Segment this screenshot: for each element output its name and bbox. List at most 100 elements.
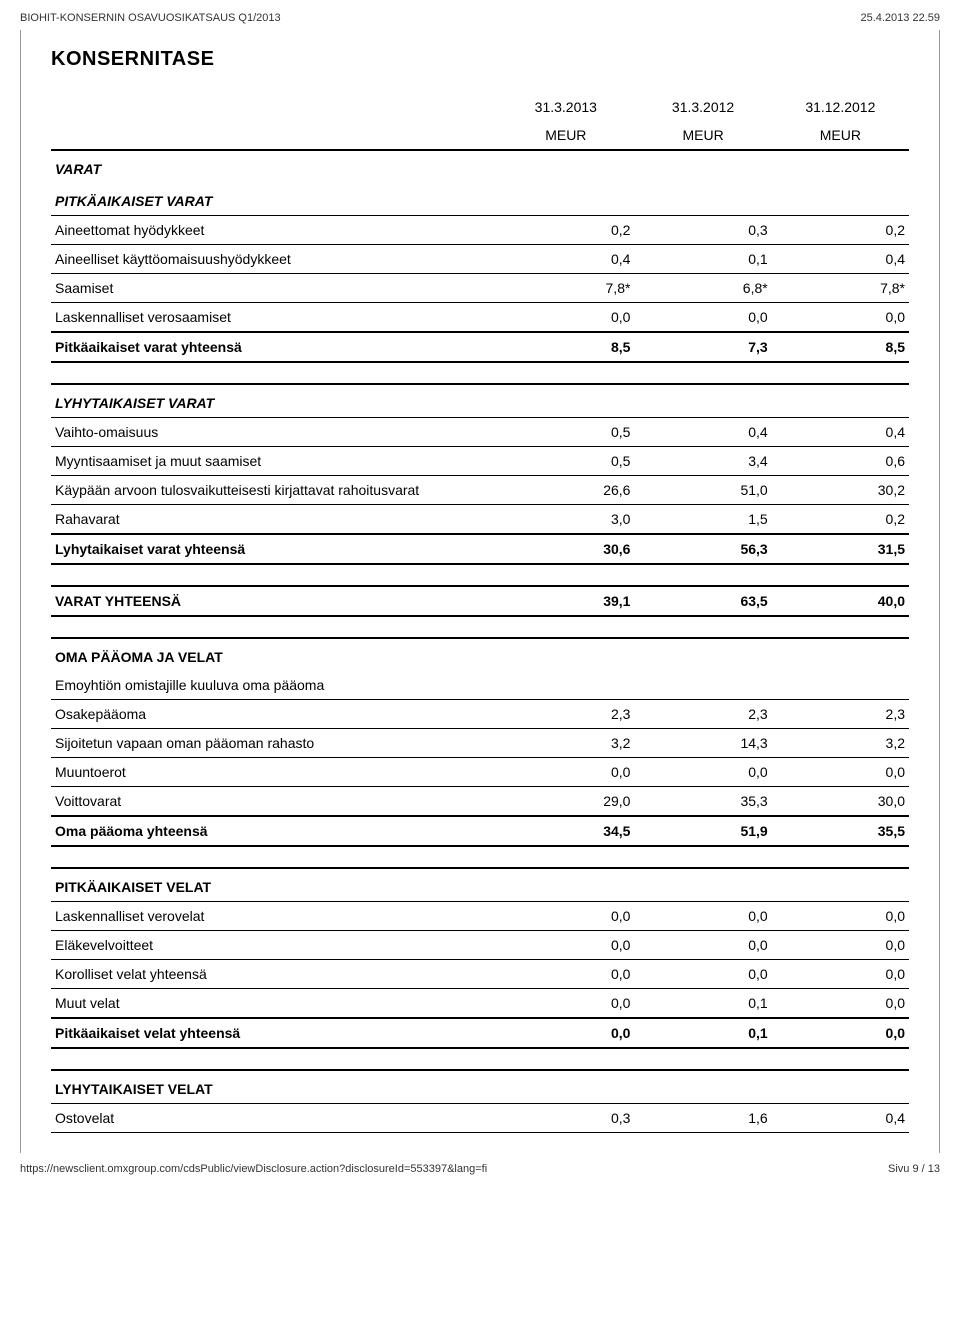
cell-v2: 7,3: [634, 332, 771, 362]
cell-v3: 0,0: [772, 960, 909, 989]
row-varat-yht: VARAT YHTEENSÄ 39,1 63,5 40,0: [51, 586, 909, 616]
cell-label: Vaihto-omaisuus: [51, 418, 497, 447]
row-kaypaan: Käypään arvoon tulosvaikutteisesti kirja…: [51, 476, 909, 505]
row-ostovelat: Ostovelat 0,3 1,6 0,4: [51, 1104, 909, 1133]
cell-label: Sijoitetun vapaan oman pääoman rahasto: [51, 729, 497, 758]
cell-v2: 0,4: [634, 418, 771, 447]
cell-v3: 31,5: [772, 534, 909, 564]
cell-v1: 0,0: [497, 960, 634, 989]
cell-v2: 0,3: [634, 216, 771, 245]
row-voitto: Voittovarat 29,0 35,3 30,0: [51, 787, 909, 817]
cell-v1: 30,6: [497, 534, 634, 564]
cell-emo-label: Emoyhtiön omistajille kuuluva oma pääoma: [51, 671, 909, 700]
cell-v3: 7,8*: [772, 274, 909, 303]
cell-v3: 0,6: [772, 447, 909, 476]
cell-v2: 35,3: [634, 787, 771, 817]
row-lask-vero: Laskennalliset verosaamiset 0,0 0,0 0,0: [51, 303, 909, 333]
section-lyh-velat-label: LYHYTAIKAISET VELAT: [51, 1070, 909, 1104]
cell-label: Laskennalliset verovelat: [51, 902, 497, 931]
cell-label: Oma pääoma yhteensä: [51, 816, 497, 846]
section-pitka-varat: PITKÄAIKAISET VARAT: [51, 183, 909, 216]
section-varat-label: VARAT: [51, 150, 909, 183]
cell-label: Aineelliset käyttöomaisuushyödykkeet: [51, 245, 497, 274]
section-varat: VARAT: [51, 150, 909, 183]
row-saamiset: Saamiset 7,8* 6,8* 7,8*: [51, 274, 909, 303]
header-left: BIOHIT-KONSERNIN OSAVUOSIKATSAUS Q1/2013: [20, 12, 281, 24]
cell-v2: 0,1: [634, 245, 771, 274]
cell-v3: 0,4: [772, 1104, 909, 1133]
row-myynti: Myyntisaamiset ja muut saamiset 0,5 3,4 …: [51, 447, 909, 476]
cell-v3: 35,5: [772, 816, 909, 846]
section-lyh-varat-label: LYHYTAIKAISET VARAT: [51, 384, 909, 418]
cell-label: Lyhytaikaiset varat yhteensä: [51, 534, 497, 564]
cell-v2: 0,0: [634, 758, 771, 787]
balance-sheet-table: 31.3.2013 31.3.2012 31.12.2012 MEUR MEUR…: [51, 93, 909, 1135]
cell-v2: 1,6: [634, 1104, 771, 1133]
cell-v2: 0,0: [634, 931, 771, 960]
cell-label: Myyntisaamiset ja muut saamiset: [51, 447, 497, 476]
cell-v2: 14,3: [634, 729, 771, 758]
cell-label: Eläkevelvoitteet: [51, 931, 497, 960]
cell-v2: 0,1: [634, 989, 771, 1019]
cell-v3: 0,2: [772, 505, 909, 535]
row-korolliset: Korolliset velat yhteensä 0,0 0,0 0,0: [51, 960, 909, 989]
page-title: KONSERNITASE: [51, 48, 909, 71]
col3-date: 31.12.2012: [772, 93, 909, 121]
row-muunto: Muuntoerot 0,0 0,0 0,0: [51, 758, 909, 787]
cell-label: Pitkäaikaiset velat yhteensä: [51, 1018, 497, 1048]
cell-v2: 3,4: [634, 447, 771, 476]
row-pitk-velat-yht: Pitkäaikaiset velat yhteensä 0,0 0,1 0,0: [51, 1018, 909, 1048]
cell-label: Korolliset velat yhteensä: [51, 960, 497, 989]
cell-label: Muut velat: [51, 989, 497, 1019]
cell-v2: 0,0: [634, 902, 771, 931]
cell-v1: 0,2: [497, 216, 634, 245]
cell-v2: 6,8*: [634, 274, 771, 303]
cell-v3: 0,0: [772, 303, 909, 333]
cell-v1: 0,5: [497, 418, 634, 447]
cell-v1: 2,3: [497, 700, 634, 729]
page-header: BIOHIT-KONSERNIN OSAVUOSIKATSAUS Q1/2013…: [0, 0, 960, 30]
cell-v3: 0,4: [772, 245, 909, 274]
cell-v3: 0,0: [772, 758, 909, 787]
section-lyh-varat: LYHYTAIKAISET VARAT: [51, 384, 909, 418]
section-pitk-velat-label: PITKÄAIKAISET VELAT: [51, 868, 909, 902]
cell-v1: 29,0: [497, 787, 634, 817]
cell-v3: 8,5: [772, 332, 909, 362]
cell-label: Rahavarat: [51, 505, 497, 535]
row-aineelliset: Aineelliset käyttöomaisuushyödykkeet 0,4…: [51, 245, 909, 274]
cell-v3: 0,0: [772, 902, 909, 931]
col2-date: 31.3.2012: [634, 93, 771, 121]
cell-v3: 0,0: [772, 989, 909, 1019]
cell-v1: 3,0: [497, 505, 634, 535]
cell-v3: 40,0: [772, 586, 909, 616]
cell-label: Pitkäaikaiset varat yhteensä: [51, 332, 497, 362]
cell-label: Voittovarat: [51, 787, 497, 817]
content-frame: KONSERNITASE 31.3.2013 31.3.2012 31.12.2…: [20, 30, 940, 1153]
row-elake: Eläkevelvoitteet 0,0 0,0 0,0: [51, 931, 909, 960]
row-pitk-yht: Pitkäaikaiset varat yhteensä 8,5 7,3 8,5: [51, 332, 909, 362]
cell-v1: 0,0: [497, 758, 634, 787]
row-muut-velat: Muut velat 0,0 0,1 0,0: [51, 989, 909, 1019]
cell-v2: 0,0: [634, 303, 771, 333]
col3-unit: MEUR: [772, 121, 909, 150]
cell-label: Aineettomat hyödykkeet: [51, 216, 497, 245]
cell-v1: 8,5: [497, 332, 634, 362]
cell-v1: 0,3: [497, 1104, 634, 1133]
cell-v2: 51,9: [634, 816, 771, 846]
cell-v1: 34,5: [497, 816, 634, 846]
cell-label: Käypään arvoon tulosvaikutteisesti kirja…: [51, 476, 497, 505]
row-vaihto: Vaihto-omaisuus 0,5 0,4 0,4: [51, 418, 909, 447]
row-lask-verovelat: Laskennalliset verovelat 0,0 0,0 0,0: [51, 902, 909, 931]
header-right: 25.4.2013 22.59: [860, 12, 940, 24]
cell-label: Saamiset: [51, 274, 497, 303]
cell-v3: 2,3: [772, 700, 909, 729]
row-osake: Osakepääoma 2,3 2,3 2,3: [51, 700, 909, 729]
section-oma-paaoma-label: OMA PÄÄOMA JA VELAT: [51, 638, 909, 671]
cell-v1: 0,5: [497, 447, 634, 476]
row-oma-yht: Oma pääoma yhteensä 34,5 51,9 35,5: [51, 816, 909, 846]
cell-v2: 56,3: [634, 534, 771, 564]
cell-v2: 0,0: [634, 960, 771, 989]
footer-url: https://newsclient.omxgroup.com/cdsPubli…: [20, 1163, 487, 1175]
col1-unit: MEUR: [497, 121, 634, 150]
cell-v3: 0,4: [772, 418, 909, 447]
